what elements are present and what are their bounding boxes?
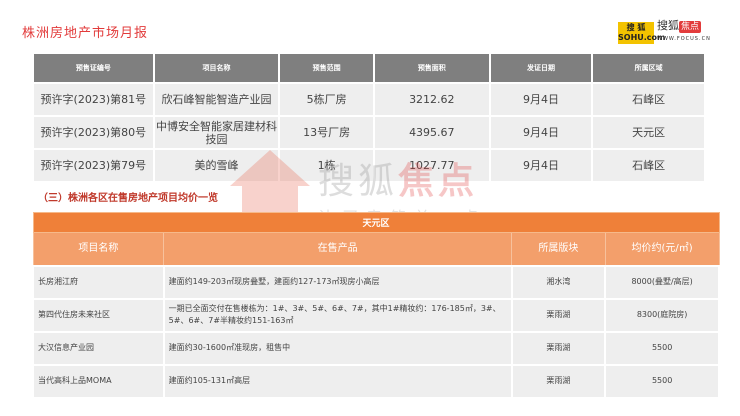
column-header: 发证日期 xyxy=(488,52,594,84)
table-cell: 栗雨湖 xyxy=(510,330,607,366)
table-cell: 9月4日 xyxy=(488,148,594,183)
table-cell: 当代高科上品MOMA xyxy=(32,363,165,399)
district-band: 天元区 xyxy=(32,212,720,233)
table-cell: 3212.62 xyxy=(372,82,491,117)
price-table: 天元区 项目名称 在售产品 所属版块 均价约(元/㎡) 长房湘江府 建面约149-203… xyxy=(32,212,720,399)
table-cell: 预许字(2023)第81号 xyxy=(32,82,155,117)
table-cell: 9月4日 xyxy=(488,115,594,150)
table-cell: 8300(庭院房) xyxy=(604,297,720,333)
table-cell: 建面约149-203㎡现房叠墅，建面约127-173㎡现房小高层 xyxy=(162,264,513,300)
table-cell: 5500 xyxy=(604,363,720,399)
section-title: （三）株洲各区在售房地产项目均价一览 xyxy=(38,193,218,204)
table-row: 当代高科上品MOMA 建面约105-131㎡高层 栗雨湖 5500 xyxy=(32,363,720,399)
table-cell: 建面约105-131㎡高层 xyxy=(162,363,513,399)
table-cell: 中博安全智能家居建材科技园 xyxy=(152,115,281,150)
table-cell: 石峰区 xyxy=(591,148,706,183)
table-row: 预许字(2023)第80号 中博安全智能家居建材科技园 13号厂房 4395.67 9月… xyxy=(32,115,706,150)
table-cell: 第四代住房未来社区 xyxy=(32,297,165,333)
table-cell: 天元区 xyxy=(591,115,706,150)
table-row: 第四代住房未来社区 一期已全面交付在售楼栋为：1#、3#、5#、6#、7#，其中1… xyxy=(32,297,720,333)
column-header: 均价约(元/㎡) xyxy=(604,232,720,266)
table-cell: 一期已全面交付在售楼栋为：1#、3#、5#、6#、7#，其中1#精妆约：176-… xyxy=(162,297,513,333)
table-cell: 预许字(2023)第79号 xyxy=(32,148,155,183)
column-header: 所属区域 xyxy=(591,52,706,84)
table-cell: 栗雨湖 xyxy=(510,297,607,333)
table-cell: 1027.77 xyxy=(372,148,491,183)
table-row: 长房湘江府 建面约149-203㎡现房叠墅，建面约127-173㎡现房小高层 湘水湾… xyxy=(32,264,720,300)
table-cell: 1栋 xyxy=(278,148,375,183)
column-header: 预售证编号 xyxy=(32,52,155,84)
table-cell: 9月4日 xyxy=(488,82,594,117)
column-header: 预售范围 xyxy=(278,52,375,84)
table-row: 大汉信息产业园 建面约30-1600㎡准现房，租售中 栗雨湖 5500 xyxy=(32,330,720,366)
table-cell: 8000(叠墅/高层) xyxy=(604,264,720,300)
focus-logo: 搜狐 焦点 WWW.FOCUS.CN xyxy=(657,19,711,43)
table-cell: 美的雪峰 xyxy=(152,148,281,183)
column-header: 项目名称 xyxy=(152,52,281,84)
table-cell: 5500 xyxy=(604,330,720,366)
table-cell: 栗雨湖 xyxy=(510,363,607,399)
column-header: 项目名称 xyxy=(32,232,165,266)
table-cell: 5栋厂房 xyxy=(278,82,375,117)
table-cell: 长房湘江府 xyxy=(32,264,165,300)
table-row: 预许字(2023)第81号 欣石峰智能智造产业园 5栋厂房 3212.62 9月4日 石峰… xyxy=(32,82,706,117)
column-header: 在售产品 xyxy=(163,232,513,266)
column-header: 预售面积 xyxy=(372,52,491,84)
table-cell: 欣石峰智能智造产业园 xyxy=(152,82,281,117)
table-cell: 石峰区 xyxy=(591,82,706,117)
sohu-logo: 搜 狐 SOHU.com xyxy=(618,21,666,44)
presale-table: 预售证编号 项目名称 预售范围 预售面积 发证日期 所属区域 预许字(2023)第81号欣… xyxy=(32,52,706,183)
table-cell: 湘水湾 xyxy=(510,264,607,300)
table-cell: 4395.67 xyxy=(372,115,491,150)
sohu-focus-logo: 搜 狐 SOHU.com 搜狐 焦点 WWW.FOCUS.CN xyxy=(618,20,711,45)
table-cell: 建面约30-1600㎡准现房，租售中 xyxy=(162,330,513,366)
column-header: 所属版块 xyxy=(511,232,606,266)
table-cell: 13号厂房 xyxy=(278,115,375,150)
table-row: 预许字(2023)第79号 美的雪峰 1栋 1027.77 9月4日 石峰区 xyxy=(32,148,706,183)
table-cell: 大汉信息产业园 xyxy=(32,330,165,366)
report-title: 株洲房地产市场月报 xyxy=(22,26,149,41)
table-cell: 预许字(2023)第80号 xyxy=(32,115,155,150)
